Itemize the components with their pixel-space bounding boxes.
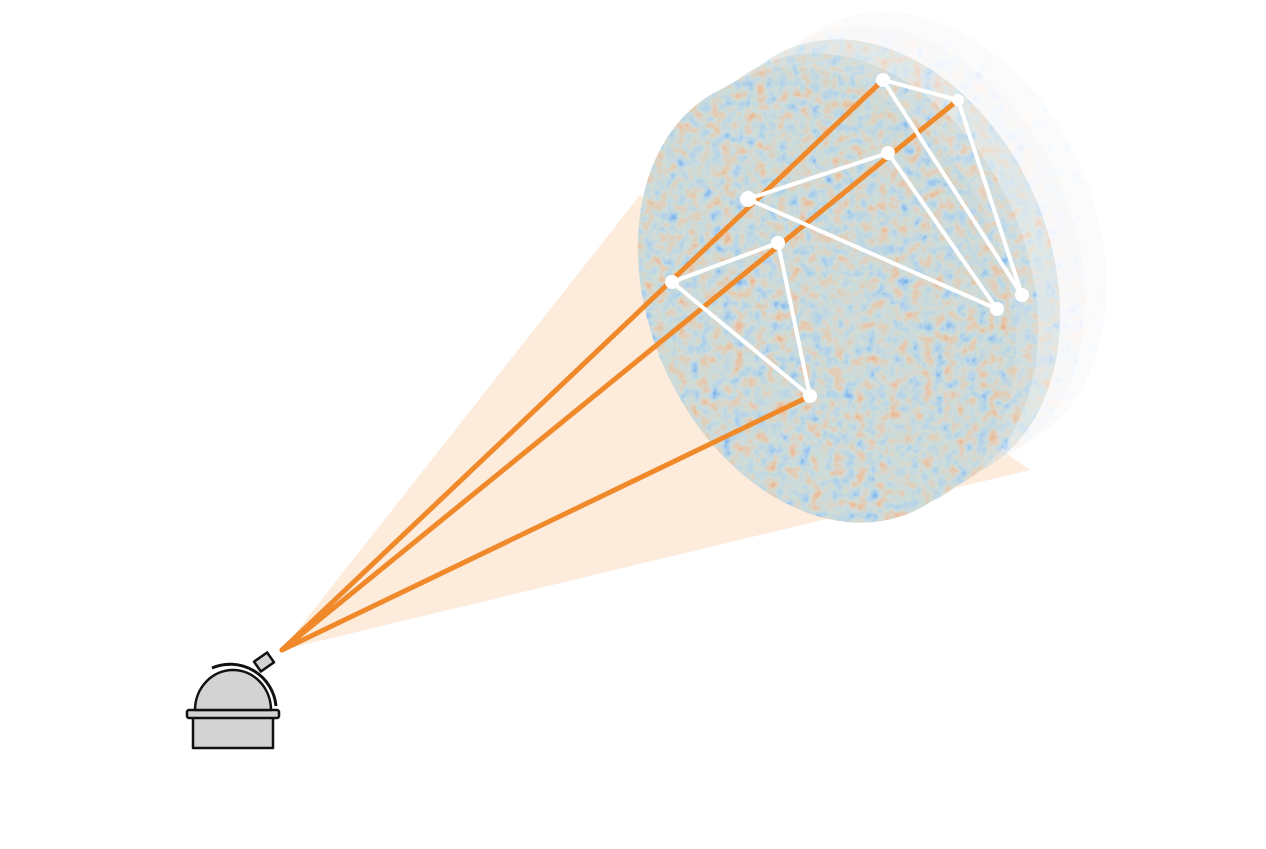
- triangle-middle: [746, 151, 999, 311]
- point: [665, 275, 679, 289]
- point: [876, 73, 890, 87]
- sight-lines: [279, 77, 956, 653]
- correlation-points: [665, 73, 1029, 403]
- sight-line-2: [279, 101, 956, 653]
- triangle-far: [881, 78, 1024, 297]
- triangle-near: [670, 241, 812, 398]
- light-cone: [282, 195, 1030, 650]
- correlation-triangles: [670, 78, 1024, 398]
- point: [1015, 288, 1029, 302]
- sight-line-1: [279, 77, 886, 653]
- point: [740, 191, 756, 207]
- point: [771, 236, 785, 250]
- point: [881, 146, 895, 160]
- sight-line-3: [279, 393, 813, 653]
- observatory-dome-icon: [185, 651, 281, 750]
- point: [803, 389, 817, 403]
- point: [990, 302, 1004, 316]
- point: [952, 94, 964, 106]
